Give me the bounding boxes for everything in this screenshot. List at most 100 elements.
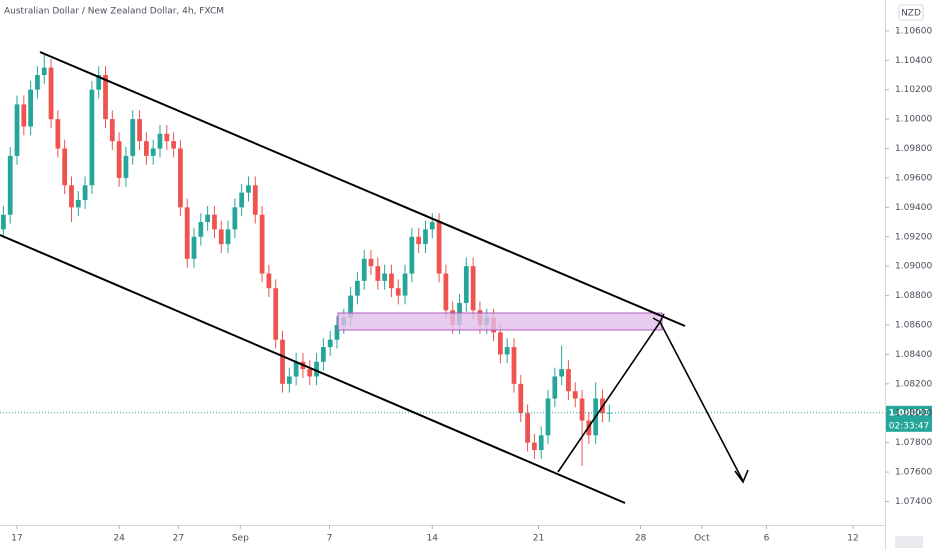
y-tick-label: 1.08000 <box>895 409 932 419</box>
candle-body <box>48 67 54 120</box>
candle-body <box>205 214 211 223</box>
x-tick-label: 17 <box>11 534 22 544</box>
candle-body <box>409 236 415 274</box>
candle-body <box>69 185 74 208</box>
candle-body <box>334 325 340 340</box>
y-tick-label: 1.10000 <box>895 115 932 125</box>
y-tick-label: 1.09200 <box>895 232 932 242</box>
candle-body <box>559 369 565 377</box>
x-tick-label: 21 <box>533 534 544 544</box>
candle-body <box>355 280 360 296</box>
y-tick-label: 1.08600 <box>895 321 932 331</box>
arrow-joint <box>652 313 665 323</box>
candle-body <box>368 258 374 267</box>
candle-body <box>286 376 292 384</box>
candle-body <box>212 214 217 230</box>
candle-body <box>259 214 265 274</box>
candle-body <box>389 273 394 289</box>
candle-body <box>75 200 81 208</box>
candle-body <box>320 347 326 362</box>
candle-body <box>116 141 122 178</box>
chart-title: Australian Dollar / New Zealand Dollar, … <box>4 7 224 17</box>
candle-body <box>218 229 224 245</box>
candle-body <box>436 222 442 274</box>
currency-box <box>898 4 924 21</box>
candle-body <box>21 104 27 127</box>
candle-body <box>266 273 272 289</box>
candle-body <box>246 185 251 193</box>
candle-body <box>35 75 40 90</box>
x-tick-label: 28 <box>635 534 647 544</box>
x-tick-label: 27 <box>173 534 184 544</box>
candle-body <box>184 207 190 259</box>
candle-body <box>402 273 408 296</box>
candle-body <box>239 192 245 208</box>
candle-body <box>518 383 524 414</box>
candle-body <box>191 236 197 259</box>
candle-body <box>572 391 578 399</box>
x-tick-label: Sep <box>232 534 249 544</box>
y-tick-label: 1.09800 <box>895 144 932 154</box>
candle-body <box>273 288 279 340</box>
candle-body <box>252 185 258 215</box>
y-tick-label: 1.07600 <box>895 468 932 478</box>
candle-body <box>7 155 13 215</box>
candle-body <box>1 214 6 230</box>
y-tick-label: 1.09600 <box>895 173 932 183</box>
y-tick-label: 1.09000 <box>895 262 932 272</box>
candle-body <box>525 413 530 443</box>
candle-body <box>164 133 170 142</box>
candle-body <box>150 148 156 156</box>
candle-body <box>579 398 585 421</box>
x-tick-label: 24 <box>113 534 125 544</box>
candle-body <box>123 155 129 178</box>
candle-body <box>14 104 20 156</box>
candle-body <box>232 207 238 230</box>
x-tick-label: Oct <box>694 534 710 544</box>
candle-body <box>416 236 422 245</box>
candle-body <box>395 288 401 296</box>
candle-body <box>327 339 333 348</box>
y-tick-label: 1.07400 <box>895 497 932 507</box>
currency: NZD <box>901 9 921 19</box>
x-tick-label: 6 <box>764 534 770 544</box>
candle-body <box>307 369 313 377</box>
candle-body <box>348 295 353 318</box>
candle-body <box>443 273 449 311</box>
logo <box>895 536 923 548</box>
candle-body <box>41 67 47 75</box>
candle-body <box>280 339 285 384</box>
candle-body <box>157 133 163 149</box>
candle-body <box>429 222 435 230</box>
candle-body <box>62 148 68 186</box>
candle-body <box>470 266 476 311</box>
candle-body <box>143 141 149 156</box>
candle-body <box>103 75 108 120</box>
x-tick-label: 14 <box>427 534 439 544</box>
candle-body <box>545 398 551 436</box>
y-tick-label: 1.10400 <box>895 56 932 66</box>
candle-body <box>293 361 299 377</box>
y-tick-label: 1.07800 <box>895 438 932 448</box>
supply-zone <box>337 312 663 331</box>
candle-body <box>538 435 544 450</box>
candle-body <box>361 258 367 281</box>
channel-upper <box>39 51 686 327</box>
candle-body <box>225 229 231 245</box>
candle-body <box>532 442 537 450</box>
candle-body <box>552 376 558 399</box>
candle-body <box>96 75 102 90</box>
candle-body <box>137 119 142 142</box>
x-tick-label: 12 <box>847 534 858 544</box>
candle-body <box>178 148 183 208</box>
candle-body <box>375 266 381 281</box>
arrow-head <box>734 469 749 484</box>
candle-body <box>28 89 34 127</box>
y-tick-label: 1.08400 <box>895 350 932 360</box>
candle-body <box>504 347 510 355</box>
channel-lower <box>0 234 626 504</box>
candle-body <box>130 119 136 156</box>
candle-body <box>314 361 319 377</box>
